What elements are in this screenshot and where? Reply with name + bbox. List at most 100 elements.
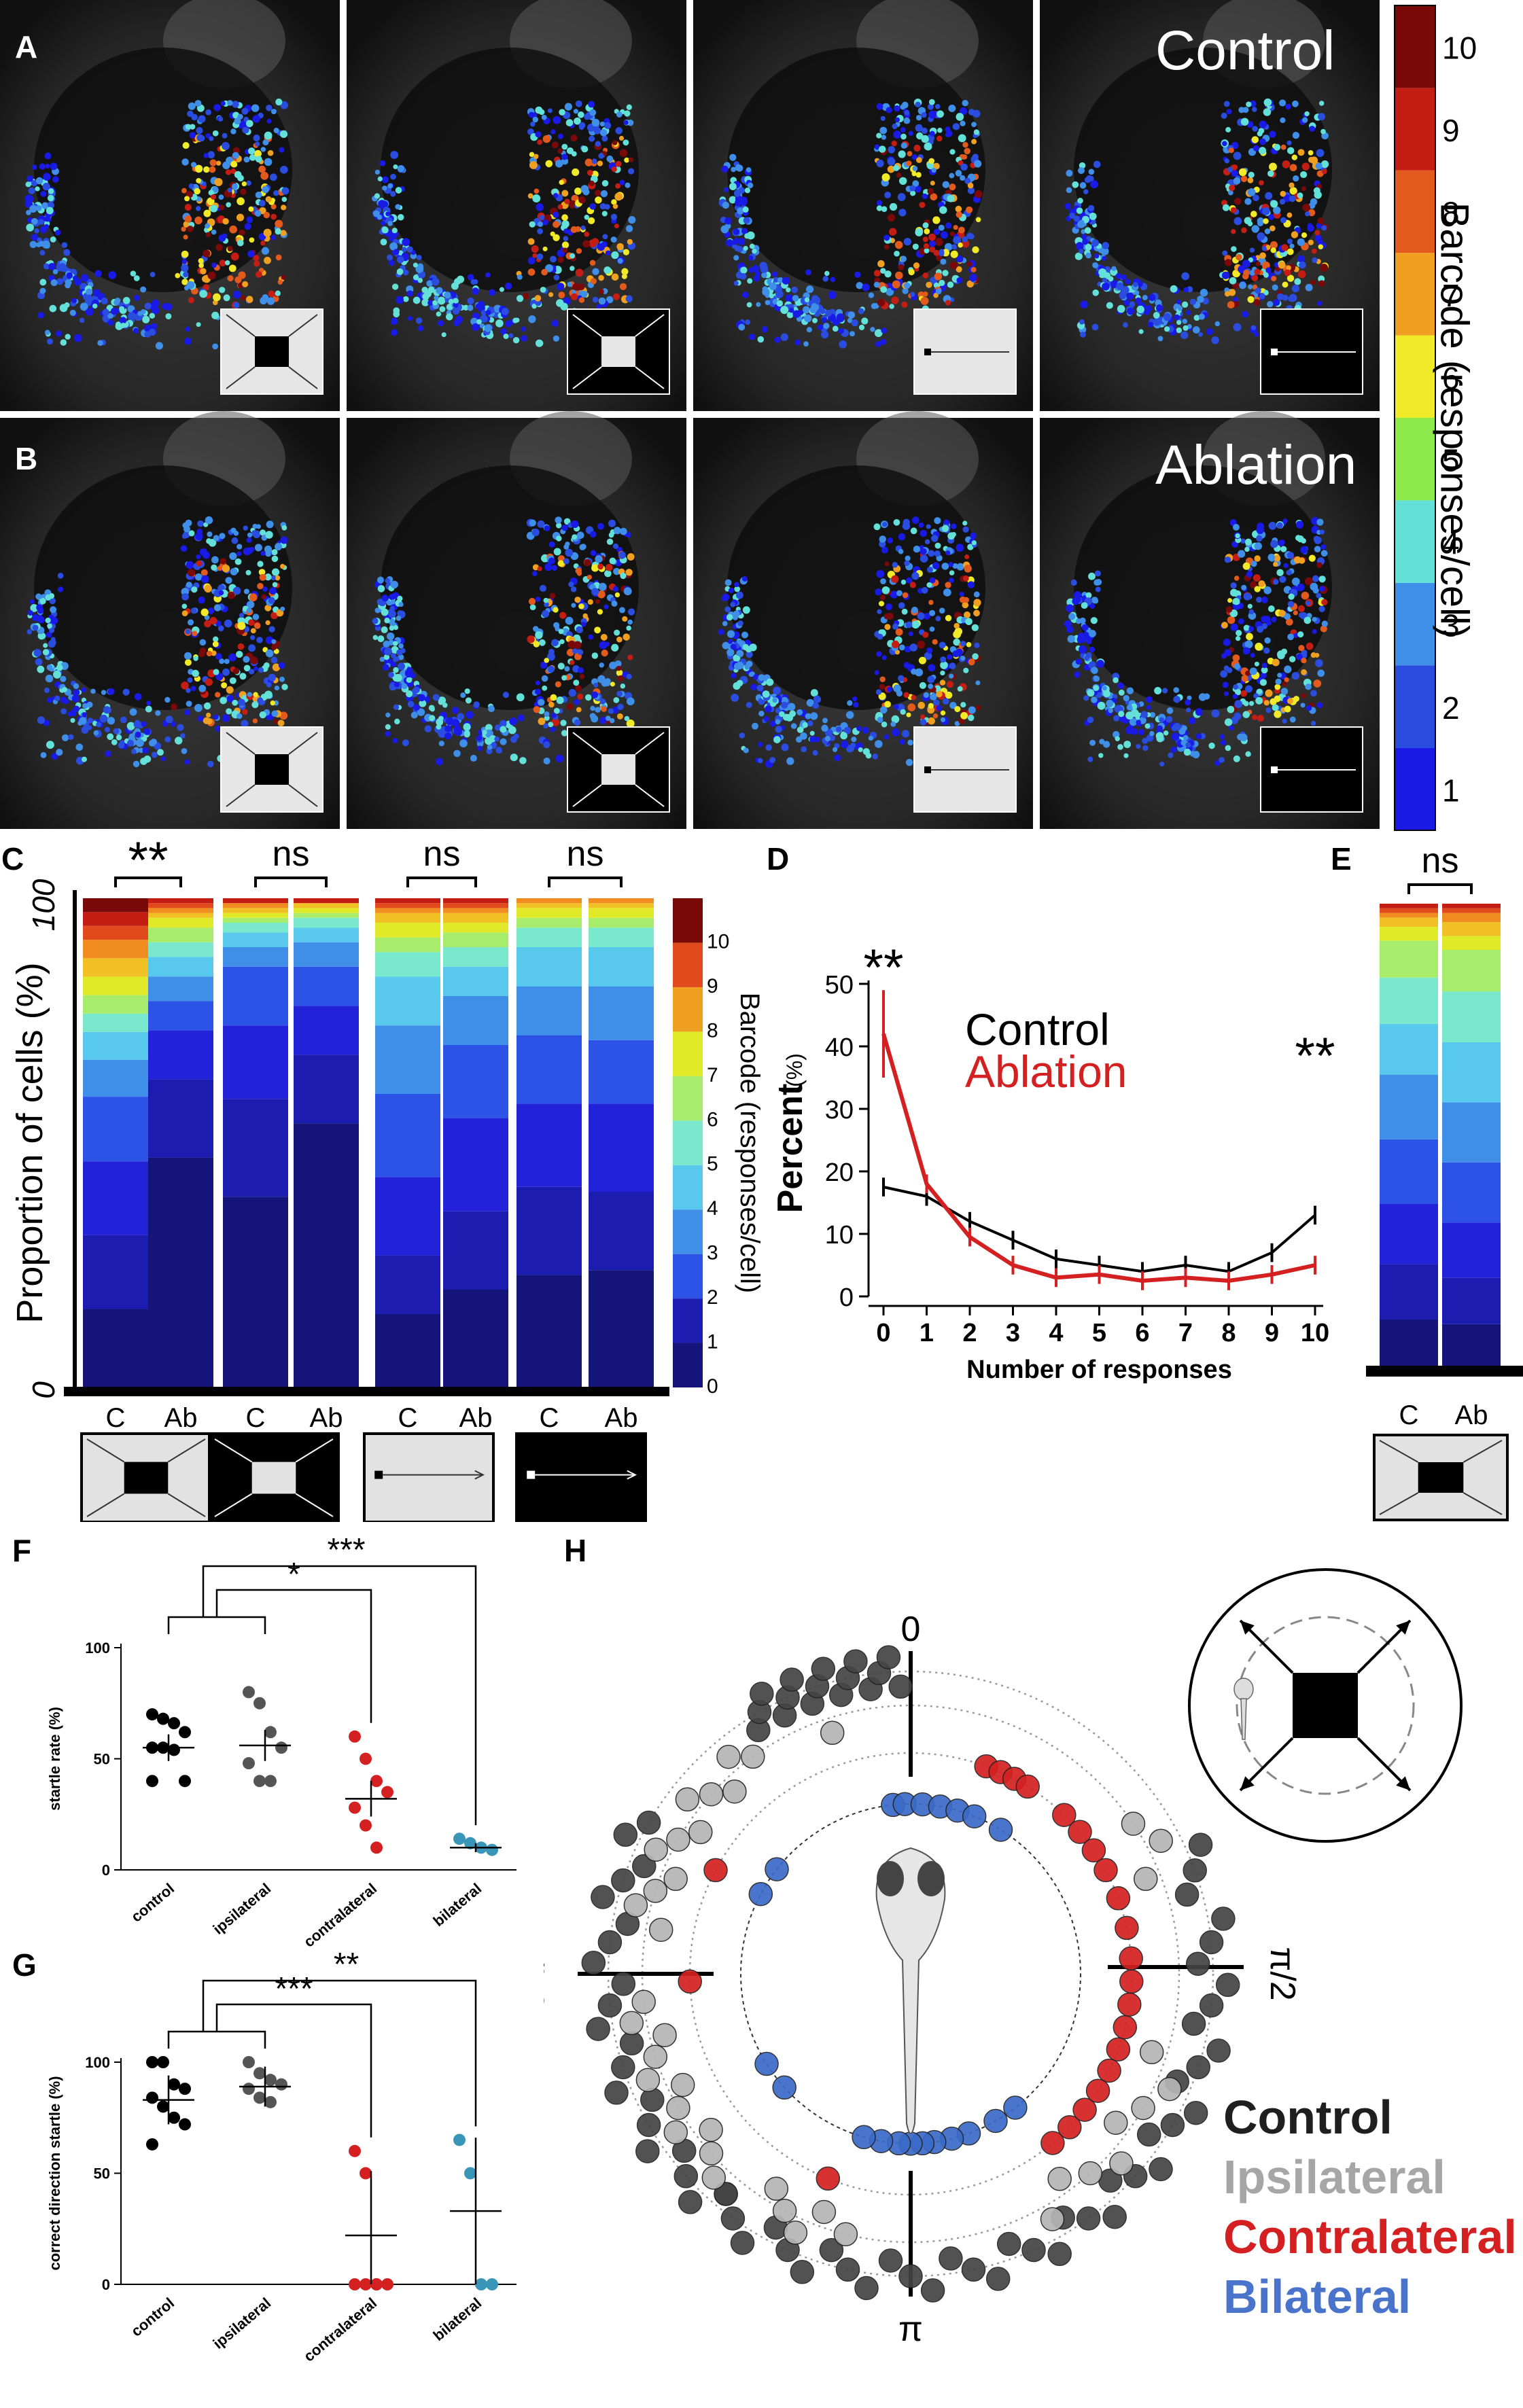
cell-dot xyxy=(1087,689,1095,697)
cell-dot xyxy=(762,286,768,292)
cell-dot xyxy=(1236,253,1242,261)
cell-dot xyxy=(65,279,72,286)
cell-dot xyxy=(247,250,255,258)
cell-dot xyxy=(1227,598,1233,603)
cell-dot xyxy=(1289,243,1295,249)
cell-dot xyxy=(956,255,964,263)
cell-dot xyxy=(396,616,402,621)
cell-dot xyxy=(598,582,607,591)
cell-dot xyxy=(1294,556,1301,564)
cell-dot xyxy=(225,169,232,175)
significance-bracket xyxy=(114,877,182,887)
cell-dot xyxy=(185,628,191,635)
cell-dot xyxy=(721,165,729,173)
cell-dot xyxy=(472,323,480,331)
cell-dot xyxy=(1305,283,1313,291)
cell-dot xyxy=(901,730,910,738)
cell-dot xyxy=(616,690,623,697)
data-point xyxy=(381,2278,393,2290)
cell-dot xyxy=(1274,684,1281,690)
stacked-bar-segment xyxy=(443,923,508,933)
cell-dot xyxy=(748,334,756,340)
cell-dot xyxy=(218,234,226,242)
cell-dot xyxy=(1295,653,1303,660)
cell-dot xyxy=(1267,553,1276,561)
cell-dot xyxy=(103,706,111,714)
larva-body xyxy=(875,1847,946,2134)
cell-dot xyxy=(535,300,542,306)
cell-dot xyxy=(603,122,612,129)
startle-direction-dot xyxy=(843,1649,868,1674)
cell-dot xyxy=(580,185,589,194)
cell-dot xyxy=(1270,225,1276,232)
e-bar-category-label: Ab xyxy=(1455,1400,1488,1430)
cell-dot xyxy=(595,141,601,147)
cell-dot xyxy=(1155,304,1163,312)
cell-dot xyxy=(164,736,171,743)
cell-dot xyxy=(969,274,977,282)
cell-dot xyxy=(922,193,928,200)
cell-dot xyxy=(453,278,461,285)
cell-dot xyxy=(258,569,266,576)
cell-dot xyxy=(494,736,500,742)
cell-dot xyxy=(930,693,937,701)
cell-dot xyxy=(211,262,217,268)
expansion-arrow xyxy=(86,1493,125,1517)
cell-dot xyxy=(737,207,744,215)
cell-dot xyxy=(237,713,243,720)
cell-dot xyxy=(1242,260,1250,268)
cell-dot xyxy=(874,144,880,150)
cell-dot xyxy=(727,630,735,638)
cell-dot xyxy=(46,697,53,703)
cell-dot xyxy=(824,736,830,742)
cell-dot xyxy=(247,147,256,155)
cell-dot xyxy=(1265,192,1273,200)
cell-dot xyxy=(239,229,245,236)
cell-dot xyxy=(1093,675,1100,682)
cell-dot xyxy=(949,702,957,709)
cell-dot xyxy=(903,238,911,246)
cell-dot xyxy=(1074,252,1083,260)
cell-dot xyxy=(432,300,438,306)
cell-dot xyxy=(1106,699,1114,707)
cell-dot xyxy=(1317,669,1325,677)
cell-dot xyxy=(1278,539,1284,547)
cell-dot xyxy=(42,649,50,656)
cell-dot xyxy=(971,540,977,546)
cell-dot xyxy=(618,551,626,559)
cell-dot xyxy=(766,678,774,686)
larva-eye-right xyxy=(917,1861,945,1896)
cell-dot xyxy=(836,313,845,321)
cell-dot xyxy=(872,754,878,760)
cell-dot xyxy=(924,539,930,545)
d-x-tick-label: 3 xyxy=(1006,1319,1020,1347)
cell-dot xyxy=(32,624,39,631)
cell-dot xyxy=(756,684,764,692)
cell-dot xyxy=(902,522,911,531)
cell-dot xyxy=(898,533,906,541)
cell-dot xyxy=(904,645,911,653)
cell-dot xyxy=(1263,98,1272,107)
startle-direction-dot xyxy=(648,1917,673,1942)
cell-dot xyxy=(228,264,237,272)
stacked-bar-segment xyxy=(517,903,582,908)
cell-dot xyxy=(952,123,960,130)
cell-dot xyxy=(1219,757,1225,763)
cell-dot xyxy=(1239,281,1246,289)
cell-dot xyxy=(271,549,278,556)
significance-label: ns xyxy=(273,836,310,874)
cell-dot xyxy=(1221,112,1227,119)
cell-dot xyxy=(1295,520,1304,529)
cell-dot xyxy=(1074,671,1081,678)
cell-dot xyxy=(589,531,597,538)
cell-dot xyxy=(852,696,858,702)
cell-dot xyxy=(1117,682,1125,690)
cell-dot xyxy=(890,590,898,599)
cell-dot xyxy=(1123,694,1130,702)
cell-dot xyxy=(86,288,93,296)
startle-direction-dot xyxy=(1149,1828,1173,1853)
cell-dot xyxy=(1267,170,1274,177)
stacked-bar-segment xyxy=(517,917,582,928)
cell-dot xyxy=(222,668,230,676)
